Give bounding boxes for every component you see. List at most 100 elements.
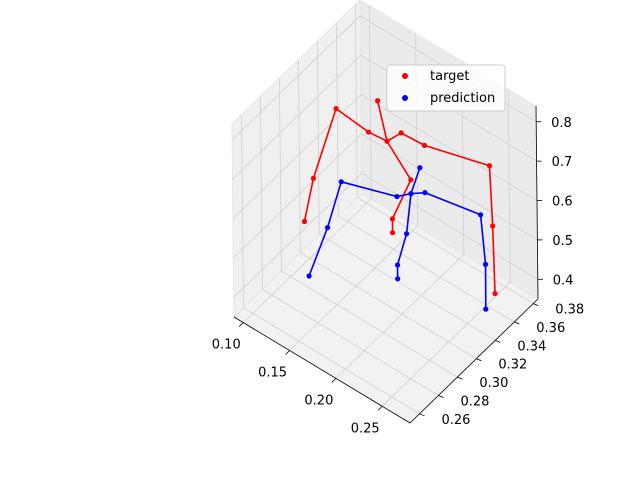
target-edge — [400, 132, 425, 147]
prediction-point — [408, 191, 414, 197]
prediction-point — [477, 212, 484, 218]
prediction-point — [422, 190, 428, 196]
tick-labels: 0.10 0.15 0.20 0.25 0.26 0.28 0.30 0.32 0.34 0.36… — [212, 116, 584, 437]
prediction-edge — [341, 181, 398, 198]
prediction-edge — [326, 181, 343, 228]
y-tick-mark — [514, 321, 520, 325]
y-tick-mark — [476, 358, 482, 362]
data-series — [301, 98, 498, 312]
legend-label-target: target — [430, 69, 470, 84]
target-edge — [424, 144, 490, 167]
x-tick-label: 0.10 — [212, 338, 241, 353]
target-point — [333, 106, 339, 112]
grid-line-x — [243, 5, 372, 323]
x-tick-mark — [377, 405, 383, 411]
target-point — [486, 163, 493, 169]
grid-line-y — [279, 78, 458, 378]
legend: target prediction — [386, 64, 506, 112]
target-edge — [368, 131, 388, 142]
y-tick-mark — [419, 413, 425, 417]
grid-line-z — [233, 133, 538, 259]
grid-line-y — [298, 59, 477, 360]
legend-marker-target — [402, 73, 408, 79]
prediction-point — [394, 262, 401, 268]
prediction-point — [324, 224, 331, 231]
target-edge — [491, 225, 496, 294]
y-tick-mark — [438, 395, 444, 398]
target-point — [492, 290, 498, 297]
prediction-edge — [308, 227, 329, 277]
target-edge — [391, 179, 412, 220]
prediction-point — [394, 193, 400, 200]
y-tick-mark — [533, 303, 539, 306]
x-tick-mark — [238, 322, 244, 327]
target-point — [310, 175, 317, 181]
y-tick-label: 0.38 — [555, 303, 584, 318]
prediction-point — [338, 179, 344, 185]
z-tick-label: 0.5 — [552, 234, 573, 249]
target-point — [389, 230, 396, 236]
target-point — [490, 223, 496, 229]
x-axis-line — [233, 316, 411, 424]
grid-line-x — [381, 89, 511, 407]
y-tick-label: 0.36 — [536, 321, 565, 336]
target-edge — [386, 132, 402, 142]
target-point — [365, 129, 372, 135]
target-edge — [335, 107, 370, 133]
grid-line-z — [233, 172, 539, 298]
prediction-point — [483, 306, 489, 312]
prediction-point — [482, 261, 489, 267]
target-point — [421, 142, 428, 148]
target-edge — [386, 140, 412, 181]
target-point — [374, 98, 381, 104]
legend-label-prediction: prediction — [430, 91, 495, 106]
grid-line-y — [316, 41, 496, 341]
y-tick-label: 0.28 — [460, 394, 489, 409]
grid-line-y — [260, 96, 439, 396]
prediction-edge — [479, 214, 487, 265]
grid-line-y — [354, 4, 534, 304]
prediction-point — [306, 273, 312, 279]
y-tick-label: 0.34 — [517, 339, 546, 354]
y-tick-label: 0.32 — [498, 358, 527, 373]
y-tick-mark — [495, 339, 501, 343]
z-tick-label: 0.8 — [551, 116, 572, 131]
target-edge — [312, 108, 337, 179]
target-edge — [376, 100, 388, 142]
y-axis-line — [409, 298, 539, 424]
y-tick-label: 0.30 — [479, 376, 508, 391]
prediction-edge — [405, 193, 412, 234]
x-tick-mark — [285, 350, 290, 355]
x-tick-label: 0.15 — [258, 365, 287, 380]
legend-marker-prediction — [402, 95, 408, 101]
grid-line-y — [335, 22, 515, 323]
prediction-edge — [410, 167, 421, 194]
x-tick-label: 0.20 — [304, 393, 333, 408]
grid-line-z — [232, 54, 537, 180]
grid-line-x — [335, 61, 465, 379]
z-tick-label: 0.6 — [552, 195, 573, 210]
prediction-edge — [424, 191, 481, 216]
grid-line-y — [241, 114, 420, 415]
z-tick-label: 0.4 — [553, 273, 574, 288]
prediction-point — [403, 231, 410, 237]
prediction-edge — [396, 233, 408, 266]
y-tick-label: 0.26 — [441, 413, 470, 428]
target-edge — [488, 165, 494, 227]
legend-box — [386, 64, 506, 112]
prediction-point — [395, 276, 401, 282]
axis-lines — [233, 105, 543, 424]
prediction-point — [417, 165, 423, 171]
x-tick-label: 0.25 — [351, 421, 380, 436]
target-point — [384, 138, 390, 144]
z-axis-line — [535, 105, 539, 300]
target-point — [398, 130, 404, 136]
target-point — [408, 177, 414, 183]
target-point — [389, 216, 396, 222]
target-point — [301, 218, 308, 225]
z-tick-label: 0.7 — [552, 155, 573, 170]
x-tick-mark — [331, 378, 337, 383]
grid-line-z — [232, 93, 538, 219]
target-edge — [303, 178, 315, 222]
